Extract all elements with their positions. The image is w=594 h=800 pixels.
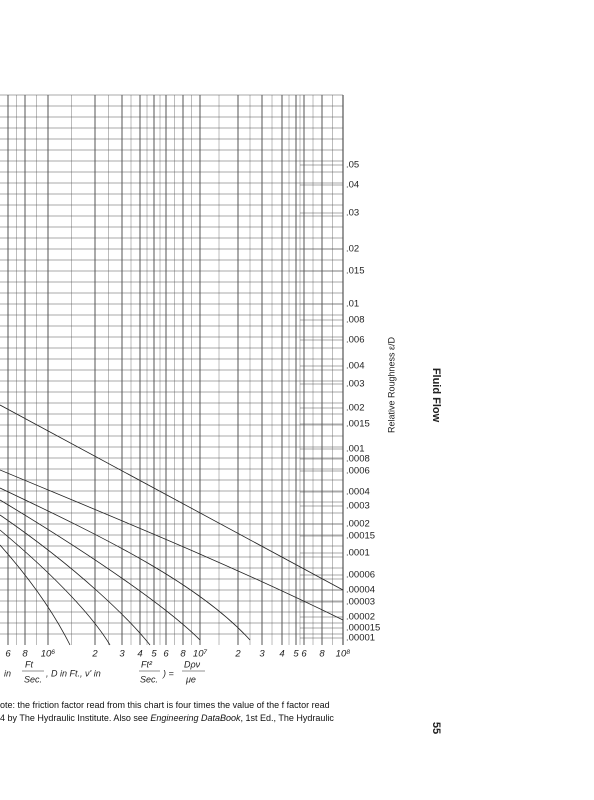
roughness-label: .00006 (346, 570, 375, 581)
note-line: ote: the friction factor read from this … (0, 700, 330, 710)
x-label: 3 (119, 649, 125, 660)
formula-part: Sec. (24, 674, 42, 684)
x-axis-labels: 6 8 10⁶ 2 3 4 5 6 8 10⁷ 2 3 4 5 6 8 10⁸ (5, 649, 350, 660)
x-label: 5 (293, 649, 299, 660)
x-label: 8 (22, 649, 28, 660)
note-text: 4 by The Hydraulic Institute. Also see (0, 713, 151, 723)
roughness-label: .01 (346, 299, 359, 310)
formula: in Ft Sec. , D in Ft., ν' in Ft² Sec. ) … (4, 659, 205, 684)
x-label: 10⁸ (336, 649, 351, 660)
roughness-label: .0015 (346, 419, 370, 430)
x-label: 6 (163, 649, 169, 660)
note-line: 4 by The Hydraulic Institute. Also see E… (0, 713, 334, 723)
curve (0, 529, 111, 646)
formula-part: Ft (25, 659, 33, 669)
roughness-label: .00003 (346, 597, 375, 608)
curves (0, 404, 344, 646)
formula-part: in (4, 668, 11, 678)
x-label: 6 (301, 649, 307, 660)
x-label: 6 (5, 649, 11, 660)
x-label: 2 (234, 649, 241, 660)
x-label: 4 (137, 649, 142, 660)
laminar-line (0, 404, 344, 591)
roughness-label: .00002 (346, 612, 375, 623)
page-number: 55 (430, 722, 442, 734)
formula-part: Dρν (184, 659, 201, 669)
curve (0, 544, 71, 646)
curve (0, 469, 344, 621)
x-label: 4 (279, 649, 284, 660)
roughness-label: .000015 (346, 623, 380, 634)
roughness-label: .00015 (346, 531, 375, 542)
note-italic: Engineering DataBook (150, 713, 241, 723)
roughness-label: .04 (346, 180, 359, 191)
formula-part: Ft² (141, 659, 153, 669)
roughness-label: .002 (346, 403, 365, 414)
formula-part: μe (185, 674, 196, 684)
formula-part: , D in Ft., ν' in (46, 668, 101, 678)
roughness-label: .00004 (346, 585, 375, 596)
roughness-label: .0003 (346, 501, 370, 512)
x-label: 2 (91, 649, 98, 660)
roughness-label: .015 (346, 266, 365, 277)
x-label: 3 (259, 649, 265, 660)
roughness-label: .006 (346, 335, 365, 346)
curve (0, 499, 201, 641)
roughness-label: .03 (346, 208, 359, 219)
curve (0, 487, 251, 641)
formula-part: ) = (162, 668, 174, 678)
roughness-label: .004 (346, 361, 365, 372)
roughness-label: .0006 (346, 466, 370, 477)
side-header: Fluid Flow (430, 368, 442, 423)
x-label: 5 (151, 649, 157, 660)
roughness-label: .003 (346, 379, 365, 390)
roughness-label: .0004 (346, 487, 370, 498)
roughness-label: .001 (346, 444, 365, 455)
roughness-label: .05 (346, 160, 359, 171)
x-label: 8 (180, 649, 186, 660)
roughness-label: .02 (346, 244, 359, 255)
roughness-labels: .05 .04 .03 .02 .015 .01 .008 .006 .004 .003 .002.… (346, 160, 380, 644)
roughness-label: .00001 (346, 633, 375, 644)
note-text: , 1st Ed., The Hydraulic (240, 713, 334, 723)
roughness-label: .0008 (346, 454, 370, 465)
roughness-label: .0002 (346, 519, 370, 530)
axis-title: Relative Roughness ε/D (386, 336, 396, 433)
x-label: 10⁶ (41, 649, 56, 660)
formula-part: Sec. (140, 674, 158, 684)
curve (0, 514, 151, 646)
roughness-label: .0001 (346, 548, 370, 559)
roughness-label: .008 (346, 315, 365, 326)
x-label: 8 (319, 649, 325, 660)
grid (0, 94, 344, 645)
x-label: 10⁷ (193, 649, 208, 660)
